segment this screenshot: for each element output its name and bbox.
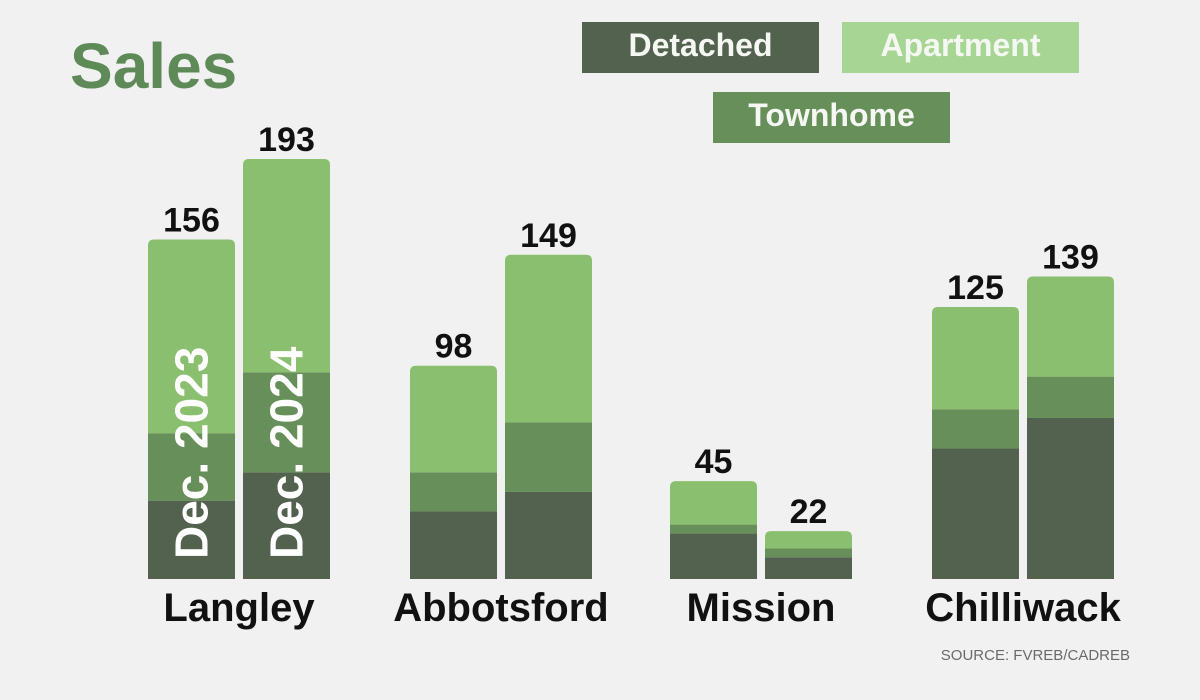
- value-label-mission-2024: 22: [790, 493, 828, 531]
- bar-abbotsford-2023-detached: [410, 511, 497, 579]
- bar-abbotsford-2023-apartment: [410, 365, 497, 473]
- bar-chilliwack-2024-townhome: [1027, 376, 1114, 418]
- value-label-chilliwack-2024: 139: [1042, 239, 1099, 277]
- bar-abbotsford-2023-townhome: [410, 472, 497, 512]
- bar-mission-2024-apartment: [765, 531, 852, 549]
- bar-chilliwack-2023-townhome: [932, 409, 1019, 449]
- bar-mission-2024-detached: [765, 557, 852, 579]
- category-label-abbotsford: Abbotsford: [393, 586, 609, 630]
- value-label-langley-2023: 156: [163, 202, 220, 240]
- bar-chilliwack-2024-apartment: [1027, 276, 1114, 377]
- bar-chilliwack-2023-apartment: [932, 306, 1019, 410]
- legend-townhome: Townhome: [713, 92, 950, 143]
- bar-langley-2024-detached: [243, 472, 330, 579]
- value-label-abbotsford-2023: 98: [435, 328, 473, 366]
- value-label-langley-2024: 193: [258, 121, 315, 159]
- period-label-2023: Dec. 2023: [166, 347, 218, 559]
- bar-langley-2024-townhome: [243, 372, 330, 473]
- value-label-abbotsford-2024: 149: [520, 217, 577, 255]
- bar-chilliwack-2023-detached: [932, 448, 1019, 579]
- bar-langley-2023-apartment: [148, 239, 235, 434]
- bar-langley-2023-detached: [148, 500, 235, 579]
- value-label-mission-2023: 45: [695, 443, 733, 481]
- bar-langley-2024-apartment: [243, 159, 330, 373]
- category-label-langley: Langley: [163, 586, 315, 630]
- bar-abbotsford-2024-townhome: [505, 422, 592, 492]
- period-label-2024: Dec. 2024: [261, 346, 313, 559]
- category-label-mission: Mission: [687, 586, 836, 630]
- bar-chilliwack-2024-detached: [1027, 417, 1114, 579]
- value-label-chilliwack-2023: 125: [947, 269, 1004, 307]
- bar-mission-2024-townhome: [765, 548, 852, 558]
- category-label-chilliwack: Chilliwack: [925, 586, 1121, 630]
- chart-title: Sales: [70, 30, 238, 102]
- bar-abbotsford-2024-apartment: [505, 254, 592, 423]
- source-note: SOURCE: FVREB/CADREB: [940, 647, 1130, 664]
- bar-mission-2023-detached: [670, 533, 757, 579]
- bar-mission-2023-apartment: [670, 481, 757, 525]
- bar-mission-2023-townhome: [670, 524, 757, 534]
- legend-apartment: Apartment: [842, 22, 1079, 73]
- legend-detached: Detached: [582, 22, 819, 73]
- bar-langley-2023-townhome: [148, 433, 235, 501]
- bar-abbotsford-2024-detached: [505, 491, 592, 579]
